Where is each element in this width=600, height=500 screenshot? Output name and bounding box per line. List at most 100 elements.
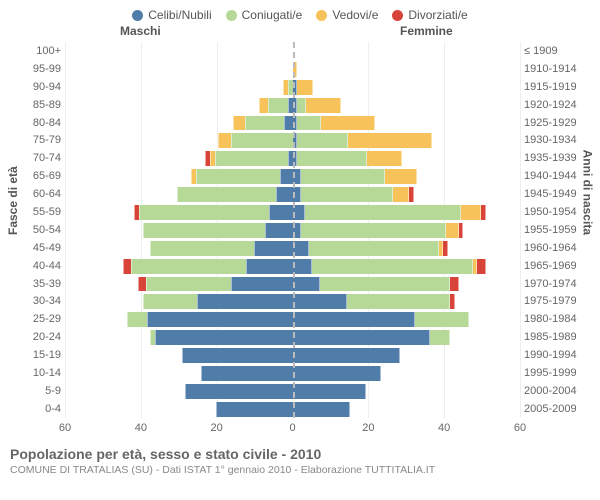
bar-seg-w — [367, 151, 402, 166]
bar-seg-c — [297, 151, 366, 166]
bar-seg-d — [409, 187, 414, 202]
age-label: 90-94 — [23, 81, 61, 93]
bar-seg-s — [276, 187, 292, 202]
male-bar — [150, 241, 292, 256]
gender-headers: Maschi Femmine — [0, 24, 600, 42]
bar-seg-w — [233, 116, 245, 131]
male-half — [65, 131, 293, 149]
male-bar — [127, 312, 292, 327]
birth-label: 1945-1949 — [524, 188, 590, 200]
bar-seg-s — [293, 384, 366, 399]
birth-label: 1965-1969 — [524, 260, 590, 272]
legend-label: Coniugati/e — [242, 8, 303, 22]
birth-label: 1920-1924 — [524, 99, 590, 111]
bar-seg-w — [393, 187, 409, 202]
bar-seg-s — [201, 366, 293, 381]
bar-seg-c — [347, 294, 450, 309]
male-bar — [177, 187, 293, 202]
bar-seg-c — [143, 223, 265, 238]
bar-seg-s — [185, 384, 292, 399]
bar-seg-s — [265, 223, 293, 238]
bar-seg-w — [259, 98, 268, 113]
age-label: 35-39 — [23, 278, 61, 290]
birth-label: ≤ 1909 — [524, 45, 590, 57]
birth-label: 2000-2004 — [524, 385, 590, 397]
female-bar — [293, 205, 487, 220]
bar-seg-c — [301, 187, 393, 202]
male-half — [65, 346, 293, 364]
bar-seg-c — [297, 133, 347, 148]
age-label: 70-74 — [23, 152, 61, 164]
bar-seg-d — [477, 259, 486, 274]
birth-label: 1930-1934 — [524, 134, 590, 146]
bar-seg-c — [139, 205, 269, 220]
age-label: 80-84 — [23, 117, 61, 129]
age-label: 15-19 — [23, 349, 61, 361]
bar-seg-s — [254, 241, 293, 256]
bar-seg-s — [293, 330, 431, 345]
age-label: 10-14 — [23, 367, 61, 379]
female-bar — [293, 187, 415, 202]
male-half — [65, 221, 293, 239]
female-bar — [293, 98, 341, 113]
bar-seg-d — [459, 223, 464, 238]
bar-seg-c — [430, 330, 450, 345]
female-half — [293, 346, 521, 364]
birth-label: 1910-1914 — [524, 63, 590, 75]
female-half — [293, 221, 521, 239]
male-bar — [185, 384, 292, 399]
male-bar — [150, 330, 292, 345]
female-half — [293, 149, 521, 167]
bar-seg-s — [293, 348, 400, 363]
female-bar — [293, 402, 351, 417]
male-half — [65, 292, 293, 310]
bar-seg-s — [293, 259, 313, 274]
bar-seg-c — [131, 259, 246, 274]
bar-seg-c — [415, 312, 469, 327]
male-half — [65, 149, 293, 167]
legend-swatch — [226, 10, 237, 21]
age-label: 50-54 — [23, 224, 61, 236]
bar-seg-d — [138, 277, 147, 292]
age-label: 25-29 — [23, 313, 61, 325]
bar-seg-s — [231, 277, 293, 292]
male-bar — [283, 80, 293, 95]
age-label: 95-99 — [23, 63, 61, 75]
birth-label: 1940-1944 — [524, 170, 590, 182]
age-label: 85-89 — [23, 99, 61, 111]
bar-seg-w — [348, 133, 432, 148]
bar-seg-c — [268, 98, 288, 113]
male-half — [65, 364, 293, 382]
bar-seg-w — [218, 133, 230, 148]
birth-label: 1990-1994 — [524, 349, 590, 361]
male-half — [65, 400, 293, 418]
male-bar — [134, 205, 292, 220]
male-half — [65, 185, 293, 203]
female-half — [293, 42, 521, 60]
bar-seg-c — [231, 133, 293, 148]
female-bar — [293, 169, 417, 184]
x-tick: 40 — [135, 422, 147, 434]
birth-label: 1970-1974 — [524, 278, 590, 290]
bar-seg-c — [143, 294, 197, 309]
bar-seg-c — [245, 116, 284, 131]
female-half — [293, 328, 521, 346]
age-label: 0-4 — [23, 403, 61, 415]
male-half — [65, 275, 293, 293]
chart-subtitle: COMUNE DI TRATALIAS (SU) - Dati ISTAT 1°… — [10, 464, 590, 476]
birth-label: 1955-1959 — [524, 224, 590, 236]
female-half — [293, 114, 521, 132]
bar-seg-c — [312, 259, 472, 274]
x-tick: 40 — [438, 422, 450, 434]
bar-seg-s — [182, 348, 293, 363]
bar-seg-d — [443, 241, 448, 256]
x-tick: 20 — [362, 422, 374, 434]
legend-swatch — [316, 10, 327, 21]
birth-label: 1915-1919 — [524, 81, 590, 93]
bar-seg-d — [450, 277, 459, 292]
legend-item: Vedovi/e — [316, 6, 378, 24]
bar-seg-c — [196, 169, 280, 184]
female-bar — [293, 116, 376, 131]
birth-label: 1975-1979 — [524, 295, 590, 307]
female-bar — [293, 277, 459, 292]
